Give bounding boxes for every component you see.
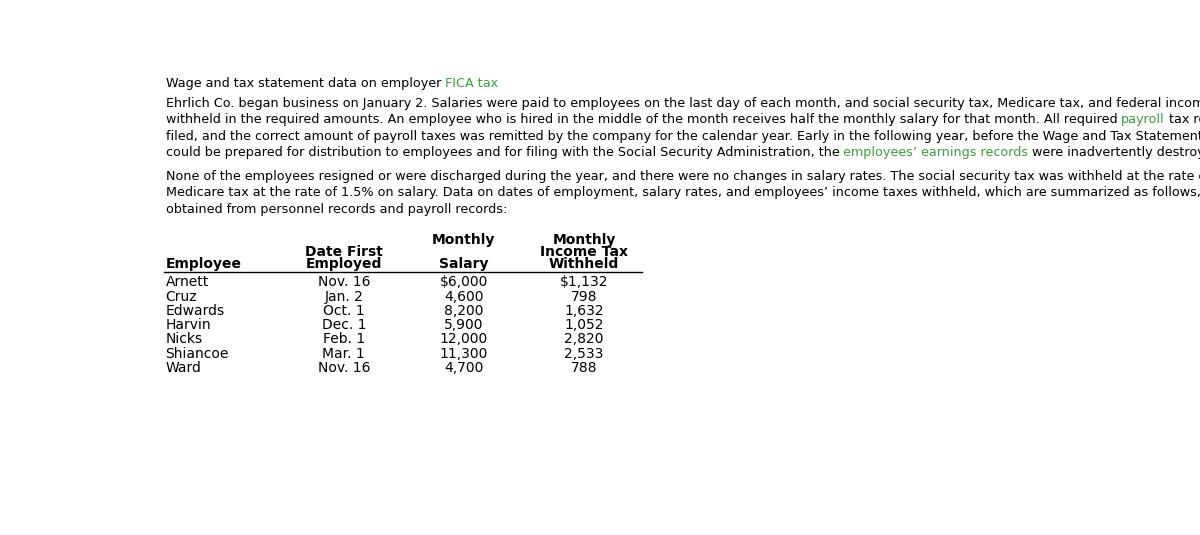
Text: Date First: Date First [305,245,383,259]
Text: 5,900: 5,900 [444,318,484,332]
Text: Employed: Employed [306,257,382,271]
Text: 8,200: 8,200 [444,304,484,318]
Text: Nov. 16: Nov. 16 [318,276,370,289]
Text: were inadvertently destroyed.: were inadvertently destroyed. [1028,146,1200,159]
Text: 4,700: 4,700 [444,361,484,375]
Text: Nov. 16: Nov. 16 [318,361,370,375]
Text: Arnett: Arnett [166,276,209,289]
Text: 2,533: 2,533 [564,347,604,361]
Text: 788: 788 [571,361,598,375]
Text: obtained from personnel records and payroll records:: obtained from personnel records and payr… [166,203,506,216]
Text: Dec. 1: Dec. 1 [322,318,366,332]
Text: 2,820: 2,820 [564,332,604,347]
Text: payroll: payroll [1121,113,1165,126]
Text: 1,052: 1,052 [564,318,604,332]
Text: Income Tax: Income Tax [540,245,628,259]
Text: Shiancoe: Shiancoe [166,347,229,361]
Text: 4,600: 4,600 [444,290,484,304]
Text: employees’ earnings records: employees’ earnings records [844,146,1028,159]
Text: Monthly: Monthly [432,233,496,247]
Text: Monthly: Monthly [552,233,616,247]
Text: could be prepared for distribution to employees and for filing with the Social S: could be prepared for distribution to em… [166,146,844,159]
Text: Harvin: Harvin [166,318,211,332]
Text: Edwards: Edwards [166,304,224,318]
Text: 11,300: 11,300 [439,347,488,361]
Text: Jan. 2: Jan. 2 [324,290,364,304]
Text: Employee: Employee [166,257,241,271]
Text: Wage and tax statement data on employer: Wage and tax statement data on employer [166,77,445,90]
Text: Oct. 1: Oct. 1 [323,304,365,318]
Text: tax reports were: tax reports were [1165,113,1200,126]
Text: $1,132: $1,132 [559,276,608,289]
Text: Salary: Salary [439,257,488,271]
Text: withheld in the required amounts. An employee who is hired in the middle of the : withheld in the required amounts. An emp… [166,113,1121,126]
Text: $6,000: $6,000 [439,276,488,289]
Text: 12,000: 12,000 [439,332,488,347]
Text: Cruz: Cruz [166,290,197,304]
Text: filed, and the correct amount of payroll taxes was remitted by the company for t: filed, and the correct amount of payroll… [166,129,1200,142]
Text: Feb. 1: Feb. 1 [323,332,365,347]
Text: Mar. 1: Mar. 1 [323,347,365,361]
Text: Ward: Ward [166,361,202,375]
Text: 798: 798 [571,290,598,304]
Text: Ehrlich Co. began business on January 2. Salaries were paid to employees on the : Ehrlich Co. began business on January 2.… [166,97,1200,110]
Text: FICA tax: FICA tax [445,77,498,90]
Text: Withheld: Withheld [548,257,619,271]
Text: None of the employees resigned or were discharged during the year, and there wer: None of the employees resigned or were d… [166,170,1200,183]
Text: Medicare tax at the rate of 1.5% on salary. Data on dates of employment, salary : Medicare tax at the rate of 1.5% on sala… [166,187,1200,200]
Text: Nicks: Nicks [166,332,203,347]
Text: 1,632: 1,632 [564,304,604,318]
